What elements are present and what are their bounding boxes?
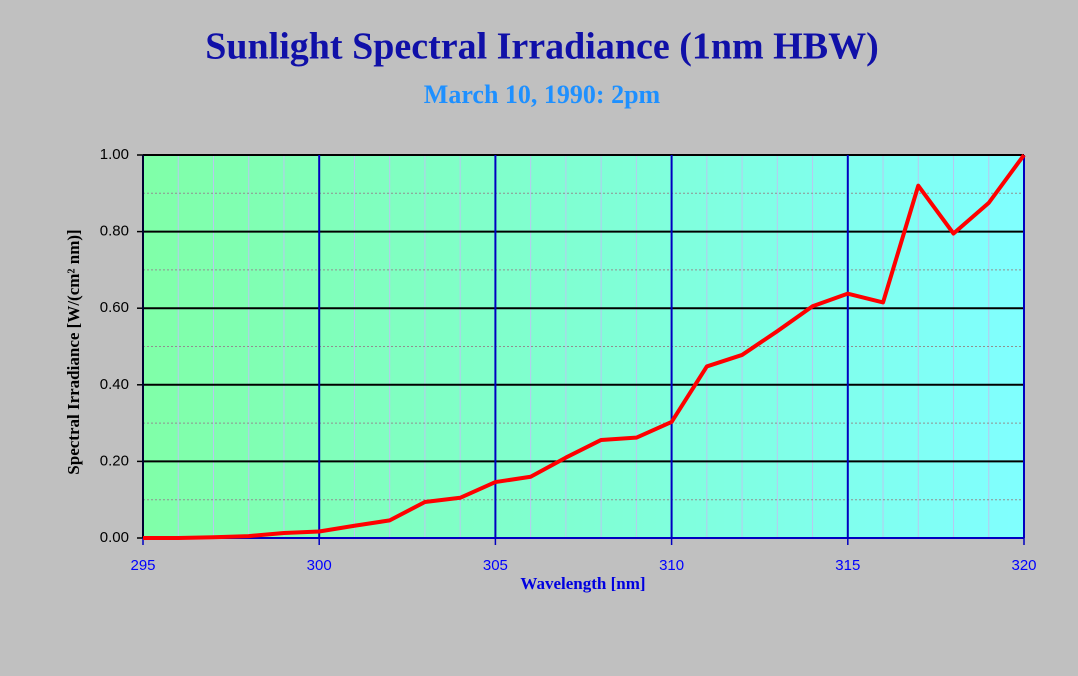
y-tick-label: 0.60	[100, 299, 129, 316]
chart-subtitle: March 10, 1990: 2pm	[424, 80, 661, 109]
y-tick-label: 0.80	[100, 223, 129, 240]
y-tick-label: 1.00	[100, 146, 129, 163]
chart-title: Sunlight Spectral Irradiance (1nm HBW)	[205, 26, 878, 68]
y-tick-label: 0.40	[100, 376, 129, 393]
y-axis-label: Spectral Irradiance [W/(cm² nm)]	[64, 229, 83, 474]
x-tick-label: 315	[835, 557, 860, 574]
y-tick-label: 0.20	[100, 452, 129, 469]
x-tick-label: 305	[483, 557, 508, 574]
x-tick-label: 320	[1011, 557, 1036, 574]
x-tick-label: 295	[130, 557, 155, 574]
y-tick-label: 0.00	[100, 529, 129, 546]
marks	[143, 153, 1026, 540]
x-tick-label: 300	[307, 557, 332, 574]
grid	[137, 154, 1025, 545]
data-line	[143, 153, 1026, 540]
x-tick-label: 310	[659, 557, 684, 574]
x-axis-label: Wavelength [nm]	[520, 574, 645, 593]
